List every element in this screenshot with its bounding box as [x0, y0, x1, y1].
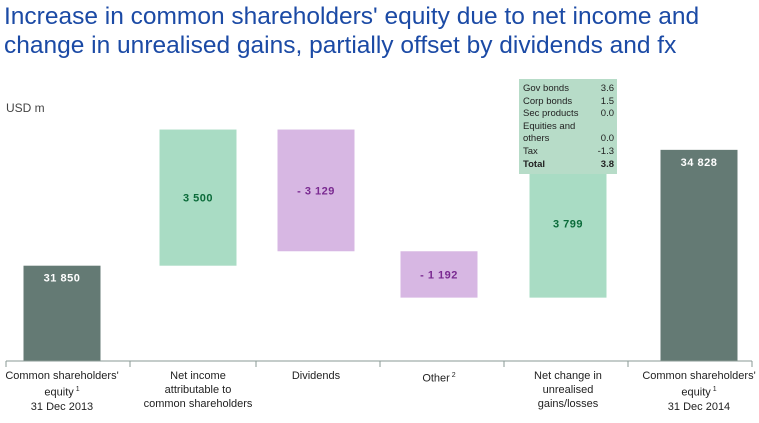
breakdown-row-5: Tax -1.3 [523, 146, 614, 157]
breakdown-row-2: Sec products 0.0 [523, 108, 614, 120]
category-label-1: Net income attributable to common sharehol… [143, 370, 253, 410]
bar-5 [660, 149, 738, 361]
category-label-3: Other 2 [422, 372, 456, 385]
chart-title: Increase in common shareholders' equity … [4, 3, 700, 59]
bar-value-label-3: - 1 192 [420, 269, 458, 281]
bar-4 [529, 149, 607, 298]
category-label-0: Common shareholders' equity 1 31 Dec 2013 [5, 370, 119, 413]
unit-label: USD m [6, 101, 45, 115]
bar-value-label-5: 34 828 [681, 157, 718, 169]
bar-0 [23, 265, 101, 361]
category-label-2: Dividends [291, 370, 341, 382]
bar-1 [159, 129, 237, 266]
category-label-5: Common shareholders' equity 1 31 Dec 2014 [642, 370, 756, 413]
bar-value-label-4: 3 799 [553, 219, 583, 231]
bar-value-label-0: 31 850 [44, 273, 81, 285]
bar-2 [277, 129, 355, 252]
unrealised-gains-breakdown: Gov bonds 3.6 Corp bonds 1.5 Sec products 0.0… [519, 79, 617, 174]
bar-value-label-1: 3 500 [183, 193, 213, 205]
breakdown-row-4: others 0.0 [523, 133, 614, 145]
category-label-4: Net change in unrealised gains/losses [534, 370, 602, 410]
bar-value-label-2: - 3 129 [297, 185, 335, 197]
breakdown-total-row: Total 3.8 [523, 158, 614, 170]
breakdown-row-1: Corp bonds 1.5 [523, 95, 614, 107]
bar-3 [400, 251, 478, 298]
breakdown-row-3: Equities and [523, 120, 576, 132]
breakdown-row-0: Gov bonds 3.6 [523, 83, 614, 94]
